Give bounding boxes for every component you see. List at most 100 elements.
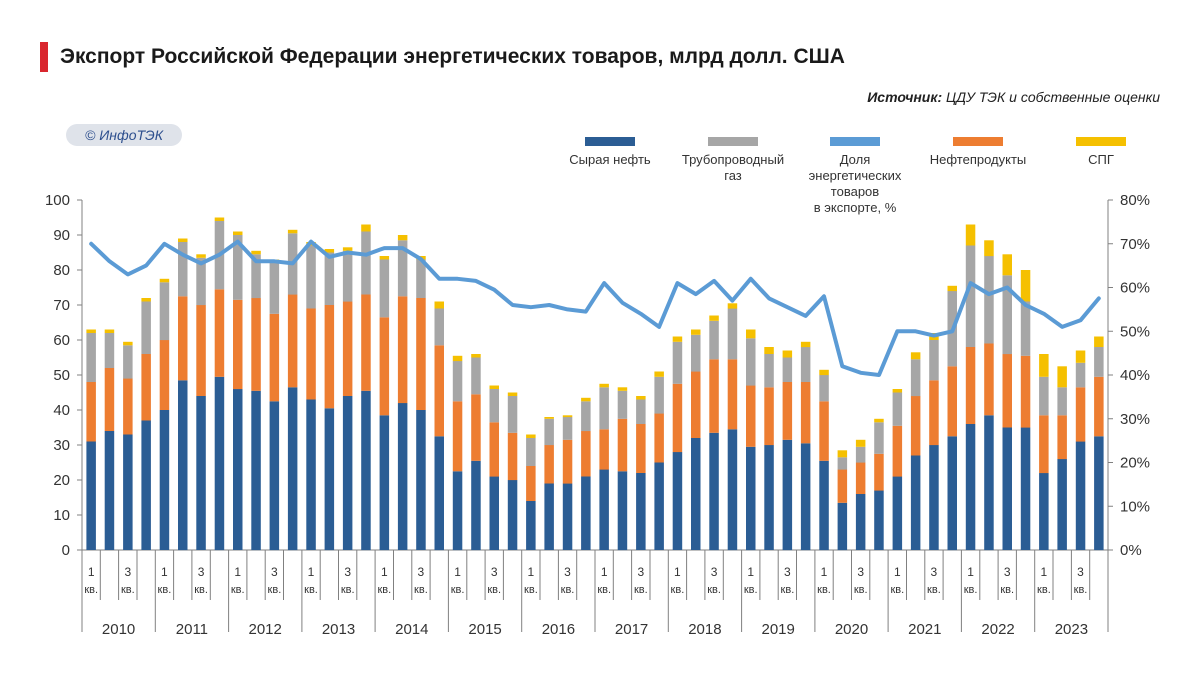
left-axis-tick-label: 90	[53, 227, 70, 244]
lng-bar	[709, 315, 719, 321]
year-label: 2015	[468, 621, 501, 638]
pipeline-gas-bar	[855, 446, 866, 463]
chart-axes: 0 10 20 30 40 50 60 70 80 90 100 0% 10% 20% 30% 40% 50% 6…	[45, 192, 1150, 559]
pipeline-gas-bar	[342, 250, 353, 302]
lng-bar	[562, 415, 573, 418]
lng-bar	[800, 341, 811, 348]
source-text: ЦДУ ТЭК и собственные оценки	[942, 89, 1160, 105]
crude-oil-bar	[746, 446, 756, 551]
lng-bar	[1039, 354, 1049, 377]
lng-bar	[965, 224, 976, 246]
oil-products-bar	[727, 359, 738, 430]
lng-bar	[233, 231, 243, 235]
lng-bar	[819, 369, 829, 376]
year-label: 2014	[395, 621, 428, 638]
share-line-point	[859, 372, 862, 374]
pipeline-gas-bar	[782, 357, 793, 382]
oil-products-bar	[251, 298, 261, 391]
lng-bar	[471, 354, 481, 358]
pipeline-gas-bar	[800, 347, 811, 382]
pipeline-gas-bar	[544, 418, 554, 446]
crude-oil-bar	[306, 399, 316, 550]
quarter-number-label: 3	[637, 565, 644, 579]
quarter-unit-label: кв.	[561, 584, 575, 596]
lng-bar	[104, 329, 115, 333]
oil-products-bar	[342, 301, 353, 396]
pipeline-gas-bar	[159, 282, 170, 341]
oil-products-bar	[86, 382, 96, 442]
lng-bar	[489, 385, 499, 389]
pipeline-gas-bar	[233, 235, 243, 300]
legend-label: Доля энергетических товаров в экспорте, %	[809, 152, 902, 215]
right-axis-tick-label: 80%	[1120, 192, 1150, 209]
crude-oil-bar	[196, 396, 206, 550]
share-line-point	[841, 365, 844, 368]
quarter-unit-label: кв.	[158, 584, 172, 596]
oil-products-bar	[764, 387, 774, 446]
quarter-unit-label: кв.	[121, 584, 135, 596]
pipeline-gas-bar	[434, 308, 444, 346]
quarter-unit-label: кв.	[194, 584, 208, 596]
legend-label: Нефтепродукты	[930, 152, 1027, 167]
pipeline-gas-bar	[672, 341, 683, 384]
legend-label-line: в экспорте, %	[814, 200, 897, 215]
pipeline-gas-bar	[691, 334, 701, 372]
crude-oil-bar	[342, 396, 353, 550]
pipeline-gas-bar	[1075, 362, 1086, 388]
oil-products-bar	[892, 425, 903, 477]
pipeline-gas-bar	[837, 457, 848, 470]
lng-bar	[581, 397, 591, 402]
pipeline-gas-bar	[562, 417, 573, 440]
share-line-point	[1043, 313, 1045, 315]
chart-legend: Сырая нефть Трубопроводный газ Доля энергети…	[569, 137, 1126, 215]
oil-products-bar	[489, 422, 499, 477]
oil-products-bar	[782, 382, 793, 440]
share-line-point	[530, 306, 532, 309]
quarter-unit-label: кв.	[1037, 584, 1051, 596]
oil-products-bar	[581, 431, 591, 477]
share-line-point	[145, 264, 147, 267]
crude-oil-bar	[617, 471, 628, 551]
share-line-point	[988, 293, 990, 295]
lng-bar	[1094, 336, 1104, 347]
right-axis-tick-label: 70%	[1120, 236, 1150, 253]
share-line-point	[255, 260, 257, 263]
share-line-point	[438, 278, 441, 280]
pipeline-gas-bar	[581, 401, 591, 432]
quarter-unit-label: кв.	[377, 584, 391, 596]
lng-bar	[287, 229, 298, 234]
oil-products-bar	[471, 394, 481, 461]
year-label: 2018	[688, 621, 721, 638]
oil-products-bar	[123, 378, 133, 435]
year-label: 2021	[908, 621, 941, 638]
left-axis-tick-label: 40	[53, 402, 70, 419]
pipeline-gas-bar	[1039, 376, 1049, 416]
quarter-unit-label: кв.	[671, 584, 685, 596]
crude-oil-bar	[874, 490, 884, 550]
share-line-point	[273, 260, 276, 263]
pipeline-gas-bar	[324, 252, 335, 305]
pipeline-gas-bar	[965, 245, 976, 347]
share-line-point	[127, 273, 129, 276]
quarter-unit-label: кв.	[707, 584, 721, 596]
chart-title: Экспорт Российской Федерации энергетичес…	[60, 45, 845, 68]
share-line-point	[420, 258, 422, 260]
crude-oil-bar	[984, 415, 994, 551]
lng-bar	[617, 387, 628, 391]
legend-label-line: Нефтепродукты	[930, 152, 1027, 167]
share-line-point	[676, 282, 679, 284]
crude-oil-bar	[562, 483, 573, 550]
share-line	[89, 239, 1101, 377]
lng-bar	[947, 285, 957, 292]
quarter-number-label: 1	[161, 565, 168, 579]
legend-label-line: энергетических	[809, 168, 902, 183]
lng-bar	[342, 247, 353, 251]
oil-products-bar	[929, 380, 939, 446]
left-axis-tick-label: 80	[53, 262, 70, 279]
share-line-point	[878, 374, 880, 376]
share-line-point	[291, 262, 294, 265]
oil-products-bar	[1094, 376, 1104, 437]
quarter-unit-label: кв.	[231, 584, 245, 596]
pipeline-gas-bar	[727, 308, 738, 360]
pipeline-gas-bar	[764, 354, 774, 388]
